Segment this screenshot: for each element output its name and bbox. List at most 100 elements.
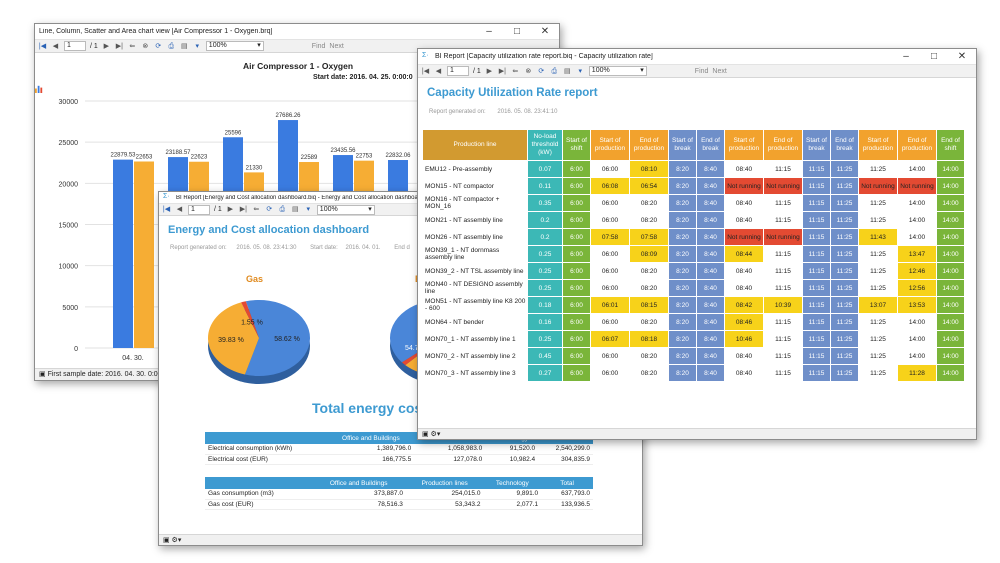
column-header bbox=[205, 477, 312, 489]
table-cell: 07:58 bbox=[591, 229, 629, 245]
zoom-select[interactable]: 100% ▾ bbox=[588, 66, 647, 76]
table-cell: 11:25 bbox=[859, 161, 897, 177]
settings-icon[interactable]: ▣ ⚙▾ bbox=[422, 431, 441, 438]
table-cell: 11:15 bbox=[803, 212, 830, 228]
maximize-button[interactable]: □ bbox=[930, 51, 938, 62]
table-cell: 0.25 bbox=[528, 263, 562, 279]
column-header: Start of production bbox=[725, 130, 763, 160]
last-page-icon[interactable]: ▶| bbox=[115, 42, 123, 50]
back-icon[interactable]: ⇐ bbox=[253, 206, 260, 213]
print-icon[interactable]: ⎙ bbox=[551, 67, 558, 75]
table-cell: 2,077.1 bbox=[483, 499, 542, 510]
table-cell: 06:00 bbox=[591, 161, 629, 177]
report-generated-label: Report generated on: bbox=[429, 109, 486, 115]
table-cell: 6:00 bbox=[563, 229, 590, 245]
table-cell: 6:00 bbox=[563, 161, 590, 177]
table-cell: 13:53 bbox=[898, 297, 936, 313]
table-cell: Not running bbox=[898, 178, 936, 194]
table-cell: Gas consumption (m3) bbox=[205, 489, 312, 500]
last-page-icon[interactable]: ▶| bbox=[498, 67, 506, 75]
first-page-icon[interactable]: |◀ bbox=[38, 42, 47, 50]
refresh-icon[interactable]: ⟳ bbox=[538, 67, 545, 75]
table-cell: 8:20 bbox=[669, 297, 696, 313]
chart-window-titlebar[interactable]: Line, Column, Scatter and Area chart vie… bbox=[35, 24, 559, 93]
pie-slice bbox=[401, 350, 421, 366]
find-button[interactable]: Find bbox=[694, 67, 709, 75]
prev-page-icon[interactable]: ◀ bbox=[176, 206, 183, 213]
page-input[interactable]: 1 bbox=[64, 41, 86, 51]
table-cell: 11:25 bbox=[831, 348, 858, 364]
table-cell: 14:00 bbox=[937, 348, 964, 364]
close-button[interactable]: ✕ bbox=[540, 26, 550, 37]
capacity-window-titlebar[interactable]: Σ· BI Report [Capacity utilization rate … bbox=[418, 49, 976, 65]
page-setup-icon[interactable]: ▤ bbox=[563, 67, 571, 75]
table-cell: 53,343.2 bbox=[405, 499, 484, 510]
column-header: Start of shift bbox=[563, 130, 590, 160]
capacity-window[interactable]: Σ· BI Report [Capacity utilization rate … bbox=[417, 48, 977, 440]
print-icon[interactable]: ⎙ bbox=[168, 42, 175, 50]
capacity-toolbar: |◀ ◀ 1 / 1 ▶ ▶| ⇐ ⊗ ⟳ ⎙ ▤ ▾ 100% ▾ Find N… bbox=[418, 65, 976, 78]
print-icon[interactable]: ⎙ bbox=[279, 206, 286, 213]
production-line-name: MON16 - NT compactor + MON_16 bbox=[423, 195, 527, 211]
back-icon[interactable]: ⇐ bbox=[129, 42, 136, 50]
table-row: Gas cost (EUR) 78,516.3 53,343.2 2,077.1 133… bbox=[205, 499, 593, 510]
zoom-select[interactable]: 100% ▾ bbox=[205, 41, 264, 51]
table-cell: 08:09 bbox=[630, 246, 668, 262]
prev-page-icon[interactable]: ◀ bbox=[435, 67, 442, 75]
electricity-pie-chart bbox=[390, 303, 421, 381]
maximize-button[interactable]: □ bbox=[513, 26, 521, 37]
close-button[interactable]: ✕ bbox=[957, 51, 967, 62]
first-page-icon[interactable]: |◀ bbox=[421, 67, 430, 75]
find-button[interactable]: Find bbox=[311, 42, 326, 50]
refresh-icon[interactable]: ⟳ bbox=[155, 42, 162, 50]
column-header: Production lines bbox=[405, 477, 484, 489]
last-page-icon[interactable]: ▶| bbox=[239, 206, 247, 213]
export-icon[interactable]: ▾ bbox=[578, 67, 583, 75]
table-cell: 08:20 bbox=[630, 263, 668, 279]
stop-icon[interactable]: ⊗ bbox=[525, 67, 532, 75]
page-input[interactable]: 1 bbox=[188, 204, 210, 215]
next-page-icon[interactable]: ▶ bbox=[486, 67, 492, 75]
next-button[interactable]: Next bbox=[329, 42, 344, 50]
export-icon[interactable]: ▾ bbox=[306, 206, 311, 213]
back-icon[interactable]: ⇐ bbox=[512, 67, 519, 75]
minimize-button[interactable]: – bbox=[486, 26, 492, 37]
next-page-icon[interactable]: ▶ bbox=[103, 42, 109, 50]
table-cell: 06:07 bbox=[591, 331, 629, 347]
next-page-icon[interactable]: ▶ bbox=[227, 206, 233, 213]
bar-data-label: 27686.26 bbox=[275, 113, 301, 119]
bar-data-label: 25596 bbox=[225, 130, 242, 136]
production-line-name: MON39_2 - NT TSL assembly line bbox=[423, 263, 527, 279]
table-cell: 78,516.3 bbox=[311, 499, 406, 510]
export-icon[interactable]: ▾ bbox=[195, 42, 200, 50]
next-button[interactable]: Next bbox=[712, 67, 727, 75]
zoom-select[interactable]: 100% ▾ bbox=[316, 204, 375, 215]
table-cell: 0.16 bbox=[528, 314, 562, 330]
table-cell: 0.18 bbox=[528, 297, 562, 313]
table-cell: 637,793.0 bbox=[541, 489, 593, 500]
x-tick-label: 04. 30. bbox=[122, 355, 143, 362]
stop-icon[interactable]: ⊗ bbox=[142, 42, 149, 50]
prev-page-icon[interactable]: ◀ bbox=[52, 42, 59, 50]
table-row: MON40 - NT DESIGNO assembly line 0.25 6:00… bbox=[423, 280, 964, 296]
table-cell: 14:00 bbox=[937, 246, 964, 262]
chart-title: Air Compressor 1 - Oxygen bbox=[242, 61, 354, 71]
refresh-icon[interactable]: ⟳ bbox=[266, 206, 273, 213]
table-cell: 0.2 bbox=[528, 229, 562, 245]
table-cell: 8:20 bbox=[669, 331, 696, 347]
table-cell: 11:15 bbox=[764, 280, 802, 296]
table-row: MON70_1 - NT assembly line 1 0.25 6:00 06:0… bbox=[423, 331, 964, 347]
table-cell: 8:40 bbox=[697, 195, 724, 211]
table-cell: 11:15 bbox=[764, 195, 802, 211]
bar bbox=[134, 161, 154, 348]
table-cell: 8:20 bbox=[669, 229, 696, 245]
page-setup-icon[interactable]: ▤ bbox=[291, 206, 299, 213]
table-cell: 6:00 bbox=[563, 246, 590, 262]
page-input[interactable]: 1 bbox=[447, 66, 469, 76]
table-cell: 6:00 bbox=[563, 331, 590, 347]
table-cell: 14:00 bbox=[937, 314, 964, 330]
page-setup-icon[interactable]: ▤ bbox=[180, 42, 188, 50]
settings-icon[interactable]: ▣ ⚙▾ bbox=[163, 537, 182, 544]
first-page-icon[interactable]: |◀ bbox=[162, 206, 171, 213]
minimize-button[interactable]: – bbox=[903, 51, 909, 62]
